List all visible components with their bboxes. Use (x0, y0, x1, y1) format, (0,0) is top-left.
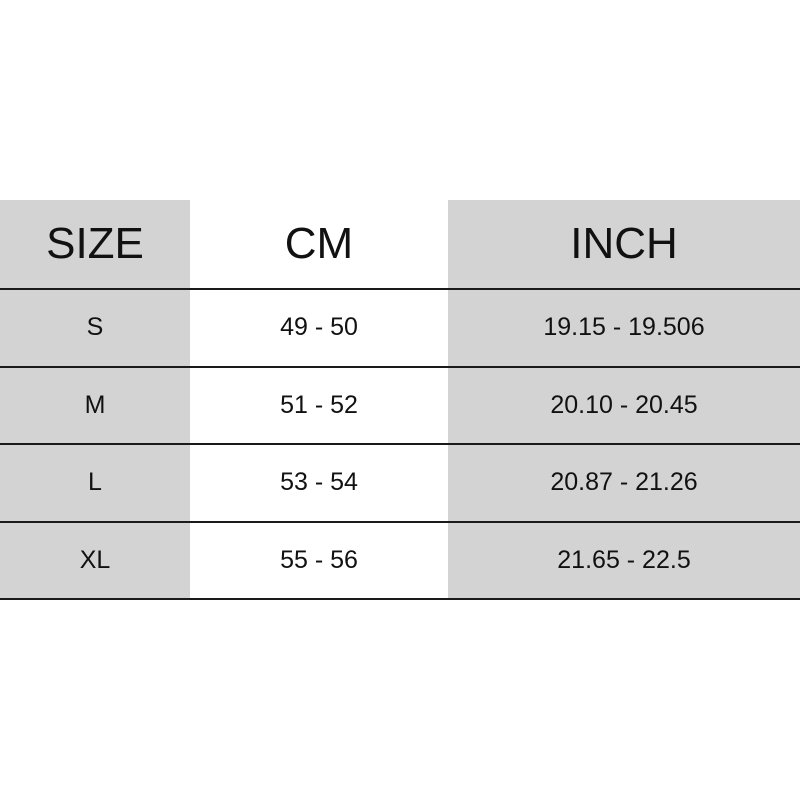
size-column-bg (0, 200, 190, 600)
table-cell: S (86, 313, 104, 341)
table-cell: 51 - 52 (280, 391, 358, 419)
header-cell: SIZE (46, 219, 144, 268)
row-rule (0, 598, 800, 600)
inch-column-bg (448, 200, 800, 600)
header-cell: INCH (570, 219, 678, 268)
table-cell: 21.65 - 22.5 (557, 546, 691, 574)
row-rule (0, 366, 800, 368)
table-cell: 49 - 50 (280, 313, 358, 341)
table-cell: L (88, 468, 102, 496)
row-rule (0, 521, 800, 523)
table-cell: 20.10 - 20.45 (550, 391, 698, 419)
table-cell: XL (79, 546, 111, 574)
table-cell: 53 - 54 (280, 468, 358, 496)
row-rule (0, 443, 800, 445)
row-rule (0, 288, 800, 290)
table-cell: 19.15 - 19.506 (543, 313, 705, 341)
table-cell: M (84, 391, 106, 419)
header-cell: CM (284, 219, 354, 268)
table-cell: 55 - 56 (280, 546, 358, 574)
table-cell: 20.87 - 21.26 (550, 468, 698, 496)
